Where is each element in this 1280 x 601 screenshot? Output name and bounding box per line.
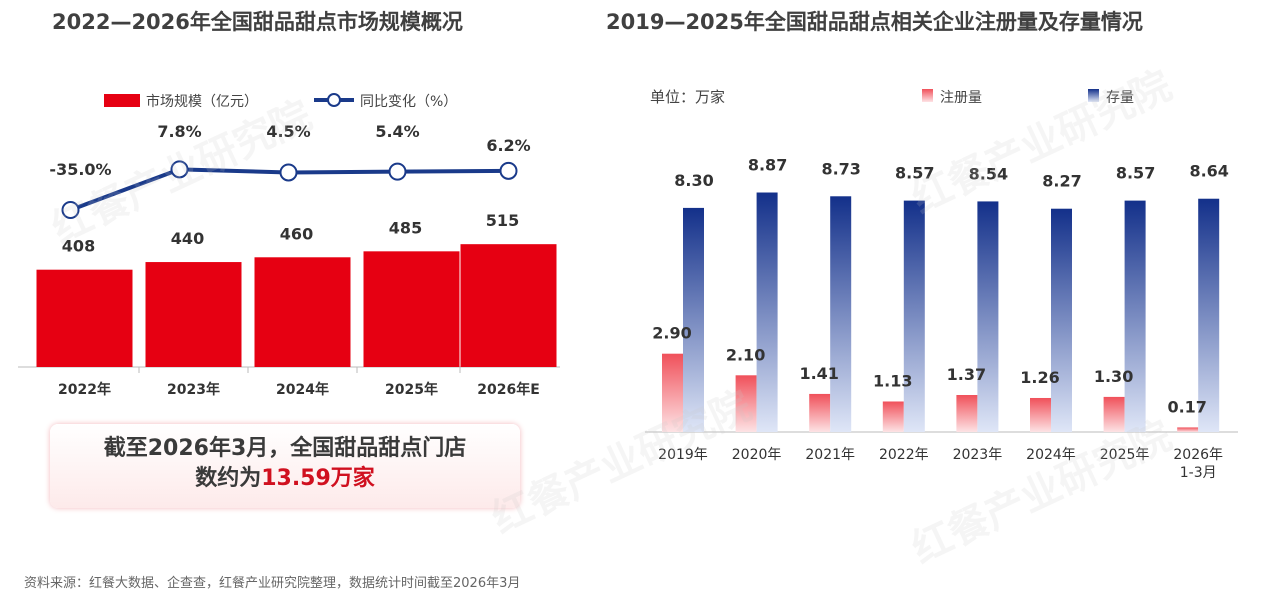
bar-stock — [1124, 200, 1146, 432]
bar-stock — [977, 201, 999, 432]
yoy-label: 6.2% — [486, 136, 530, 155]
legend-label-yoy: 同比变化（%） — [360, 94, 457, 110]
left-chart-title: 2022—2026年全国甜品甜点市场规模概况 — [52, 10, 463, 34]
bar-market-size — [36, 269, 133, 367]
registrations-label: 1.13 — [873, 371, 912, 390]
stock-label: 8.87 — [748, 156, 787, 175]
bar-registrations — [956, 395, 978, 432]
yoy-label: 5.4% — [375, 122, 419, 141]
bar-registrations — [809, 393, 831, 432]
callout-prefix: 数约为 — [195, 466, 262, 491]
yoy-point — [279, 163, 298, 182]
stock-label: 8.64 — [1189, 162, 1228, 181]
unit-label: 单位：万家 — [650, 88, 725, 106]
yoy-point — [61, 201, 80, 219]
x-tick-label: 2023年 — [953, 447, 1003, 463]
x-tick-label: 2022年 — [58, 381, 111, 398]
bar-registrations — [735, 375, 757, 432]
yoy-label: -35.0% — [49, 160, 111, 179]
right-chart-title: 2019—2025年全国甜品甜点相关企业注册量及存量情况 — [606, 10, 1143, 34]
bar-stock — [830, 196, 852, 432]
callout-line1: 截至2026年3月，全国甜品甜点门店 — [103, 436, 467, 461]
stock-label: 8.27 — [1042, 172, 1081, 191]
bar-label: 485 — [389, 218, 422, 237]
legend-swatch-registrations — [922, 89, 933, 102]
bar-stock — [683, 207, 704, 432]
registrations-label: 1.41 — [799, 364, 838, 383]
x-tick-label: 2026年E — [477, 381, 540, 398]
legend-swatch-stock — [1088, 89, 1099, 102]
store-count-callout: 截至2026年3月，全国甜品甜点门店 数约为13.59万家 — [50, 424, 520, 508]
legend-label-market-size: 市场规模（亿元） — [146, 93, 258, 110]
yoy-point — [499, 161, 518, 180]
x-tick-label: 1-3月 — [1180, 465, 1217, 481]
x-tick-label: 2024年 — [276, 381, 329, 398]
bar-registrations — [1177, 427, 1199, 432]
bar-market-size — [145, 262, 242, 367]
bar-registrations — [1030, 397, 1051, 432]
registrations-label: 1.26 — [1020, 368, 1059, 387]
bar-registrations — [1103, 396, 1125, 432]
legend-label-registrations: 注册量 — [940, 90, 982, 106]
legend-marker-yoy — [327, 93, 341, 107]
x-tick-label: 2025年 — [1100, 447, 1150, 463]
registrations-label: 1.30 — [1094, 367, 1133, 386]
registrations-label: 2.10 — [726, 345, 765, 364]
stock-label: 8.57 — [895, 164, 934, 183]
bar-stock — [1051, 208, 1072, 432]
callout-line2: 数约为13.59万家 — [50, 464, 520, 494]
x-tick-label: 2021年 — [805, 447, 855, 463]
stock-label: 8.54 — [969, 164, 1008, 183]
x-tick-label: 2026年 — [1173, 447, 1223, 463]
bar-registrations — [882, 401, 904, 432]
registrations-label: 2.90 — [652, 324, 691, 343]
bar-label: 408 — [62, 237, 95, 256]
bar-label: 440 — [171, 229, 204, 248]
bar-stock — [1198, 198, 1220, 432]
registrations-label: 0.17 — [1167, 397, 1206, 416]
source-note: 资料来源：红餐大数据、企查查，红餐产业研究院整理，数据统计时间截至2026年3月 — [24, 576, 521, 591]
bar-stock — [756, 192, 778, 432]
callout-highlight: 13.59万家 — [261, 466, 375, 491]
legend-label-stock: 存量 — [1106, 90, 1134, 106]
bar-label: 460 — [280, 224, 313, 243]
x-tick-label: 2022年 — [879, 447, 929, 463]
x-tick-label: 2025年 — [385, 381, 438, 398]
x-tick-label: 2019年 — [658, 447, 708, 463]
x-tick-label: 2024年 — [1026, 447, 1076, 463]
bar-market-size — [460, 244, 557, 367]
yoy-label: 7.8% — [157, 122, 201, 141]
stock-label: 8.57 — [1116, 164, 1155, 183]
yoy-point — [388, 162, 407, 181]
bar-stock — [903, 200, 925, 432]
yoy-label: 4.5% — [266, 122, 310, 141]
registrations-label: 1.37 — [947, 365, 986, 384]
legend-swatch-market-size — [104, 94, 140, 107]
stock-label: 8.73 — [821, 159, 860, 178]
bar-label: 515 — [486, 211, 519, 230]
x-tick-label: 2020年 — [732, 447, 782, 463]
bar-market-size — [363, 251, 460, 367]
bar-registrations — [662, 353, 683, 432]
bar-market-size — [254, 257, 351, 367]
x-tick-label: 2023年 — [167, 381, 220, 398]
stock-label: 8.30 — [674, 171, 713, 190]
yoy-point — [170, 160, 189, 179]
